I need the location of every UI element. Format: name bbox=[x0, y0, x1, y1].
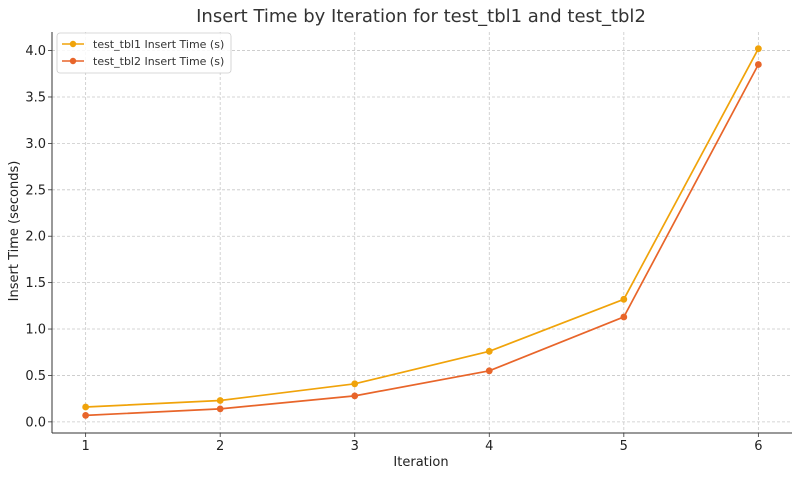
series-line bbox=[85, 48, 760, 408]
y-tick-label: 3.5 bbox=[25, 90, 46, 105]
data-point bbox=[754, 45, 762, 53]
chart-title: Insert Time by Iteration for test_tbl1 a… bbox=[196, 6, 646, 27]
grid bbox=[52, 32, 792, 433]
data-point bbox=[620, 313, 628, 321]
data-point bbox=[216, 397, 224, 404]
data-point bbox=[216, 405, 224, 413]
x-axis-label: Iteration bbox=[393, 455, 448, 470]
series-2 bbox=[82, 61, 762, 419]
data-point bbox=[82, 403, 90, 411]
y-tick-label: 0.0 bbox=[25, 415, 46, 430]
y-tick-label: 2.5 bbox=[25, 183, 46, 198]
x-tick-label: 4 bbox=[485, 439, 493, 454]
series-line bbox=[85, 64, 760, 417]
legend-marker-tbl2 bbox=[69, 57, 77, 65]
tick-labels: 0.0 0.5 1.0 1.5 2.0 2.5 3.0 3.5 4.0 1 2 3 4 5 6 bbox=[25, 44, 762, 454]
legend-marker-tbl1 bbox=[69, 40, 77, 48]
data-point bbox=[620, 295, 628, 303]
data-point bbox=[754, 61, 762, 68]
y-tick-label: 1.0 bbox=[25, 323, 46, 338]
y-tick-label: 3.0 bbox=[25, 137, 46, 152]
legend-box bbox=[56, 32, 232, 74]
x-tick-label: 6 bbox=[754, 439, 762, 454]
x-tick-label: 3 bbox=[351, 439, 359, 454]
data-point bbox=[82, 411, 90, 419]
data-point bbox=[351, 380, 359, 388]
series-1 bbox=[82, 45, 762, 411]
legend: test_tbl1 Insert Time (s) test_tbl2 Inse… bbox=[56, 32, 232, 74]
legend-label-tbl2: test_tbl2 Insert Time (s) bbox=[93, 55, 224, 68]
axes bbox=[48, 32, 792, 437]
x-tick-label: 2 bbox=[216, 439, 224, 454]
data-point bbox=[485, 347, 493, 355]
y-tick-label: 2.0 bbox=[25, 230, 46, 245]
data-point bbox=[351, 392, 359, 400]
data-point bbox=[485, 367, 493, 375]
y-tick-label: 0.5 bbox=[25, 369, 46, 384]
y-tick-label: 1.5 bbox=[25, 276, 46, 291]
series-layer bbox=[82, 45, 762, 419]
y-tick-label: 4.0 bbox=[25, 44, 46, 59]
x-tick-label: 5 bbox=[620, 439, 628, 454]
y-axis-label: Insert Time (seconds) bbox=[7, 161, 22, 302]
x-tick-label: 1 bbox=[81, 439, 89, 454]
legend-label-tbl1: test_tbl1 Insert Time (s) bbox=[93, 38, 224, 51]
